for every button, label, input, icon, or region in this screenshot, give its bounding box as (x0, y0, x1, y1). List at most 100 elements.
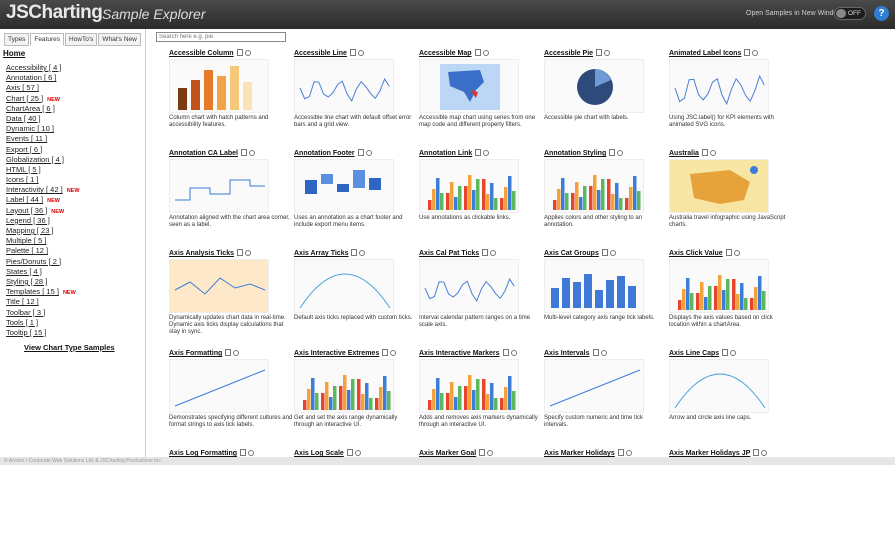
search-icon[interactable] (617, 150, 624, 156)
sample-title-text[interactable]: Annotation Styling (544, 150, 607, 157)
sidebar-item-label[interactable]: Legend [ 36 ] (6, 215, 50, 225)
sample-thumbnail[interactable] (419, 159, 519, 213)
edit-icon[interactable] (753, 449, 760, 456)
sidebar-item-label[interactable]: Templates [ 15 ] (6, 287, 59, 297)
sidebar-item-label[interactable]: Mapping [ 23 ] (6, 226, 54, 235)
sidebar-item-label[interactable]: Styling [ 28 ] (6, 276, 48, 286)
sample-title[interactable]: Annotation Footer (294, 149, 414, 157)
sidebar-item[interactable]: Title [ 12 ] (6, 297, 80, 307)
sample-title-text[interactable]: Accessible Pie (544, 50, 594, 57)
sample-card[interactable]: Accessible Line Accessible line chart wit… (294, 49, 414, 141)
edit-icon[interactable] (482, 249, 489, 256)
sidebar-item[interactable]: Icons [ 1 ] (6, 175, 80, 185)
sample-title-text[interactable]: Axis Interactive Extremes (294, 350, 380, 357)
sample-title[interactable]: Axis Analysis Ticks (169, 249, 289, 257)
view-chart-types-link[interactable]: View Chart Type Samples (24, 343, 115, 352)
sidebar-item-label[interactable]: ChartArea [ 6 ] (6, 103, 55, 113)
sample-title[interactable]: Axis Marker Holidays (544, 449, 664, 457)
sample-title-text[interactable]: Animated Label Icons (669, 50, 742, 57)
sample-title[interactable]: Axis Log Formatting (169, 449, 289, 457)
sample-title-text[interactable]: Axis Analysis Ticks (169, 250, 234, 257)
sample-title-text[interactable]: Axis Cat Groups (544, 250, 599, 257)
sample-card[interactable]: Animated Label Icons Using JSC.label() fo… (669, 49, 789, 141)
sample-thumbnail[interactable] (419, 359, 519, 413)
sample-thumbnail[interactable] (169, 259, 269, 313)
sample-title[interactable]: Annotation CA Label (169, 149, 289, 157)
sample-title[interactable]: Accessible Pie (544, 49, 664, 57)
search-icon[interactable] (510, 350, 517, 356)
sample-thumbnail[interactable] (544, 159, 644, 213)
sample-title[interactable]: Axis Interactive Markers (419, 349, 539, 357)
sidebar-item[interactable]: Palette [ 12 ] (6, 246, 80, 256)
sample-card[interactable]: Axis Formatting Demonstrates specifying d… (169, 349, 292, 441)
search-icon[interactable] (487, 450, 494, 456)
tab-types[interactable]: Types (4, 33, 30, 46)
search-icon[interactable] (490, 250, 497, 256)
sample-title[interactable]: Axis Cal Pat Ticks (419, 249, 539, 257)
sample-title-text[interactable]: Axis Click Value (669, 250, 723, 257)
search-icon[interactable] (354, 450, 361, 456)
sample-title-text[interactable]: Axis Log Scale (294, 450, 344, 457)
sample-title[interactable]: Axis Cat Groups (544, 249, 664, 257)
sample-thumbnail[interactable] (294, 159, 394, 213)
sample-title[interactable]: Accessible Column (169, 49, 289, 57)
search-icon[interactable] (609, 250, 616, 256)
sidebar-item-label[interactable]: Toolbar [ 3 ] (6, 307, 46, 317)
sample-card[interactable]: Axis Interactive Markers Adds and removes… (419, 349, 539, 441)
sample-title[interactable]: Axis Array Ticks (294, 249, 414, 257)
sample-title-text[interactable]: Axis Formatting (169, 350, 223, 357)
sample-title-text[interactable]: Axis Marker Holidays JP (669, 450, 751, 457)
search-icon[interactable] (248, 150, 255, 156)
sample-thumbnail[interactable] (294, 59, 394, 113)
sample-card[interactable]: Axis Click Value Displays the axis values… (669, 249, 789, 341)
sample-card[interactable]: Accessible Column Column chart with hatch… (169, 49, 289, 141)
sample-title-text[interactable]: Axis Intervals (544, 350, 590, 357)
sidebar-item[interactable]: HTML [ 5 ] (6, 165, 80, 175)
sidebar-item[interactable]: Accessibility [ 4 ] (6, 63, 80, 73)
sidebar-item[interactable]: Export [ 6 ] (6, 145, 80, 155)
sidebar-item-label[interactable]: States [ 4 ] (6, 266, 42, 276)
edit-icon[interactable] (596, 49, 603, 56)
search-icon[interactable] (248, 450, 255, 456)
edit-icon[interactable] (240, 449, 247, 456)
sidebar-item[interactable]: Chart [ 25 ] NEW (6, 94, 80, 104)
sample-title-text[interactable]: Accessible Line (294, 50, 347, 57)
sample-title-text[interactable]: Annotation Footer (294, 150, 355, 157)
edit-icon[interactable] (502, 349, 509, 356)
edit-icon[interactable] (351, 249, 358, 256)
search-icon[interactable] (600, 350, 607, 356)
sample-card[interactable]: Annotation Link Use annotations as clicka… (419, 149, 539, 241)
sample-title[interactable]: Accessible Map (419, 49, 539, 57)
sample-thumbnail[interactable] (669, 159, 769, 213)
sample-title[interactable]: Annotation Styling (544, 149, 664, 157)
sidebar-item-label[interactable]: Axis [ 57 ] (6, 83, 39, 93)
sample-title-text[interactable]: Australia (669, 150, 699, 157)
sample-title[interactable]: Axis Marker Holidays JP (669, 449, 789, 457)
edit-icon[interactable] (592, 349, 599, 356)
sidebar-item-label[interactable]: Interactivity [ 42 ] (6, 185, 63, 195)
sample-thumbnail[interactable] (544, 259, 644, 313)
sidebar-item[interactable]: Legend [ 36 ] (6, 216, 80, 226)
sidebar-item[interactable]: Events [ 11 ] (6, 134, 80, 144)
sample-thumbnail[interactable] (419, 59, 519, 113)
sidebar-item[interactable]: Axis [ 57 ] (6, 83, 80, 93)
sample-title-text[interactable]: Accessible Map (419, 50, 472, 57)
edit-icon[interactable] (701, 149, 708, 156)
sample-title[interactable]: Axis Intervals (544, 349, 664, 357)
sidebar-item[interactable]: Annotation [ 6 ] (6, 73, 80, 83)
sample-thumbnail[interactable] (544, 59, 644, 113)
sample-title[interactable]: Accessible Line (294, 49, 414, 57)
sample-thumbnail[interactable] (669, 59, 769, 113)
search-icon[interactable] (709, 150, 716, 156)
sample-card[interactable]: Axis Array Ticks Default axis ticks repla… (294, 249, 414, 341)
search-icon[interactable] (752, 50, 759, 56)
edit-icon[interactable] (474, 49, 481, 56)
help-icon[interactable]: ? (874, 6, 889, 21)
sidebar-item-label[interactable]: Events [ 11 ] (6, 134, 48, 144)
search-icon[interactable] (365, 150, 372, 156)
sample-thumbnail[interactable] (169, 59, 269, 113)
sidebar-item-label[interactable]: HTML [ 5 ] (6, 164, 41, 174)
sample-card[interactable]: Accessible Pie Accessible pie chart with … (544, 49, 664, 141)
sample-title-text[interactable]: Axis Cal Pat Ticks (419, 250, 480, 257)
edit-icon[interactable] (722, 349, 729, 356)
